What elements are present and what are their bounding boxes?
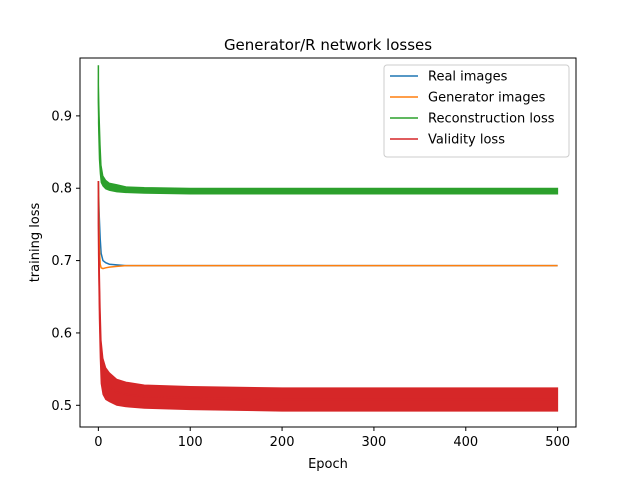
series-band-reconstruction-loss (97, 79, 559, 195)
legend: Real images Generator images Reconstructio… (383, 64, 570, 158)
series-layer (97, 65, 559, 412)
y-tick-label: 0.6 (51, 326, 72, 341)
series-line-reconstruction-loss (97, 101, 558, 192)
legend-box (383, 64, 570, 158)
y-tick-label: 0.9 (51, 109, 72, 124)
x-tick-label: 200 (270, 435, 295, 450)
legend-label: Validity loss (428, 133, 505, 148)
series-generator-images (97, 180, 558, 270)
x-tick-label: 300 (362, 435, 387, 450)
series-band-validity-loss (97, 195, 559, 412)
series-reconstruction-loss (97, 65, 559, 195)
series-validity-loss (97, 181, 559, 412)
x-axis-label: Epoch (308, 457, 348, 472)
y-tick-label: 0.8 (51, 182, 72, 197)
legend-label: Generator images (428, 91, 546, 106)
legend-label: Reconstruction loss (428, 112, 555, 127)
x-tick-label: 500 (545, 435, 570, 450)
y-tick-label: 0.5 (51, 399, 72, 414)
x-tick-label: 0 (94, 435, 102, 450)
plot-area-frame (79, 57, 577, 428)
legend-label: Real images (428, 70, 508, 85)
ticks-layer: 0 100 200 300 400 500 0.5 0.6 0.7 0.8 0.9 (51, 109, 570, 450)
series-line-generator-images (97, 180, 558, 270)
chart-title: Generator/R network losses (224, 36, 432, 54)
series-line-validity-loss (97, 224, 558, 401)
x-tick-label: 100 (178, 435, 203, 450)
y-axis-label: training loss (28, 202, 43, 282)
x-tick-label: 400 (453, 435, 478, 450)
y-tick-label: 0.7 (51, 254, 72, 269)
